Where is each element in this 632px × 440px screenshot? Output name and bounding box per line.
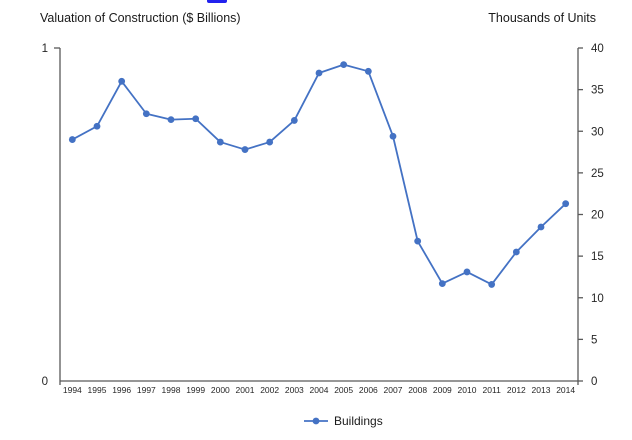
data-point-marker: [68, 136, 76, 143]
x-axis-tick-label: 2011: [483, 385, 502, 395]
x-axis-tick-label: 2005: [334, 385, 353, 395]
left-axis-title: Valuation of Construction ($ Billions): [40, 11, 241, 25]
x-axis-tick-label: 1996: [112, 385, 131, 395]
left-axis-tick-label: 0: [42, 376, 48, 388]
data-point-marker: [488, 281, 496, 288]
data-point-marker: [241, 146, 249, 153]
x-axis-tick-label: 2004: [310, 385, 329, 395]
x-axis-tick-label: 2007: [384, 385, 403, 395]
x-axis-tick-label: 2002: [260, 385, 279, 395]
x-axis-tick-label: 2000: [211, 385, 230, 395]
data-point-marker: [93, 122, 101, 130]
data-point-marker: [562, 200, 570, 208]
x-axis-tick-label: 1999: [186, 385, 205, 395]
right-axis-tick-label: 30: [591, 126, 604, 138]
x-axis-tick-label: 2010: [458, 385, 477, 395]
x-axis-tick-label: 2009: [433, 385, 452, 395]
data-point-marker: [364, 67, 372, 75]
data-point-marker: [142, 110, 150, 118]
right-axis-tick-label: 25: [591, 168, 604, 180]
right-axis-title: Thousands of Units: [488, 11, 596, 25]
data-point-marker: [290, 117, 298, 124]
x-axis-tick-label: 2014: [556, 385, 575, 395]
x-axis-tick-label: 1995: [88, 385, 107, 395]
x-axis-tick-label: 2006: [359, 385, 378, 395]
right-axis-tick-label: 0: [591, 376, 597, 388]
x-axis-tick-label: 2008: [408, 385, 427, 395]
data-point-marker: [192, 115, 200, 123]
right-axis-tick-label: 10: [591, 293, 604, 305]
data-point-marker: [537, 223, 545, 231]
left-axis-tick-label: 1: [42, 43, 48, 55]
data-point-marker: [167, 116, 175, 123]
cropped-blue-text-fragment: [207, 0, 227, 3]
data-point-marker: [216, 138, 224, 146]
x-axis-tick-label: 1997: [137, 385, 156, 395]
x-axis-tick-label: 2013: [532, 385, 551, 395]
x-axis-tick-label: 2001: [236, 385, 255, 395]
legend-line-marker-icon: [304, 417, 328, 425]
right-axis-tick-label: 5: [591, 334, 597, 346]
series-line-buildings: [71, 63, 567, 286]
right-axis-tick-label: 35: [591, 85, 604, 97]
x-axis-tick-label: 1994: [63, 385, 82, 395]
data-point-marker: [340, 61, 348, 69]
data-point-marker: [463, 268, 471, 276]
right-axis-tick-label: 15: [591, 251, 604, 263]
legend-circle-marker: [312, 417, 320, 425]
data-point-marker: [512, 248, 520, 256]
data-point-marker: [438, 280, 446, 287]
data-point-marker: [315, 69, 323, 77]
x-axis-tick-label: 2012: [507, 385, 526, 395]
right-axis-tick-label: 20: [591, 210, 604, 222]
data-point-marker: [266, 138, 274, 146]
right-axis-tick-label: 40: [591, 43, 604, 55]
data-point-marker: [389, 132, 397, 140]
legend: Buildings: [303, 413, 383, 429]
data-point-marker: [118, 77, 126, 85]
legend-label: Buildings: [334, 414, 383, 428]
data-point-marker: [414, 237, 422, 245]
x-axis-tick-label: 2003: [285, 385, 304, 395]
x-axis-tick-label: 1998: [162, 385, 181, 395]
